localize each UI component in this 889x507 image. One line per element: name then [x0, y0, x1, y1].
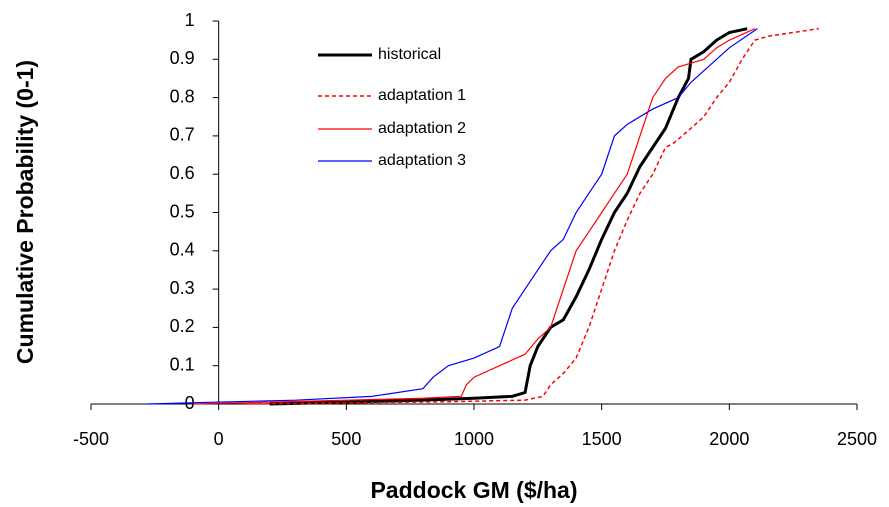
y-axis-title: Cumulative Probability (0-1) — [12, 60, 38, 364]
x-tick-label: 1000 — [454, 429, 494, 449]
x-axis-title: Paddock GM ($/ha) — [370, 477, 577, 503]
x-tick-label: 1500 — [582, 429, 622, 449]
series-line — [269, 27, 748, 406]
y-tick-label: 1 — [185, 10, 195, 30]
x-tick-label: 2500 — [837, 429, 877, 449]
x-tick-label: 0 — [214, 429, 224, 449]
y-tick-label: 0.8 — [170, 86, 195, 106]
legend-label: historical — [378, 46, 441, 63]
series-line — [244, 27, 819, 405]
y-tick-label: 0.9 — [170, 48, 195, 68]
y-tick-label: 0.6 — [170, 163, 195, 183]
x-tick-label: -500 — [73, 429, 109, 449]
x-tick-label: 500 — [331, 429, 361, 449]
x-tick-label: 2000 — [709, 429, 749, 449]
y-tick-label: 0.1 — [170, 354, 195, 374]
y-tick-label: 0.5 — [170, 201, 195, 221]
legend-label: adaptation 2 — [378, 120, 466, 137]
legend-label: adaptation 3 — [378, 152, 466, 169]
series-line — [193, 28, 756, 405]
y-tick-label: 0.3 — [170, 278, 195, 298]
legend-label: adaptation 1 — [378, 87, 466, 104]
y-tick-label: 0.7 — [170, 125, 195, 145]
y-tick-label: 0.2 — [170, 316, 195, 336]
series-line — [147, 28, 758, 405]
y-tick-label: 0.4 — [170, 240, 195, 260]
